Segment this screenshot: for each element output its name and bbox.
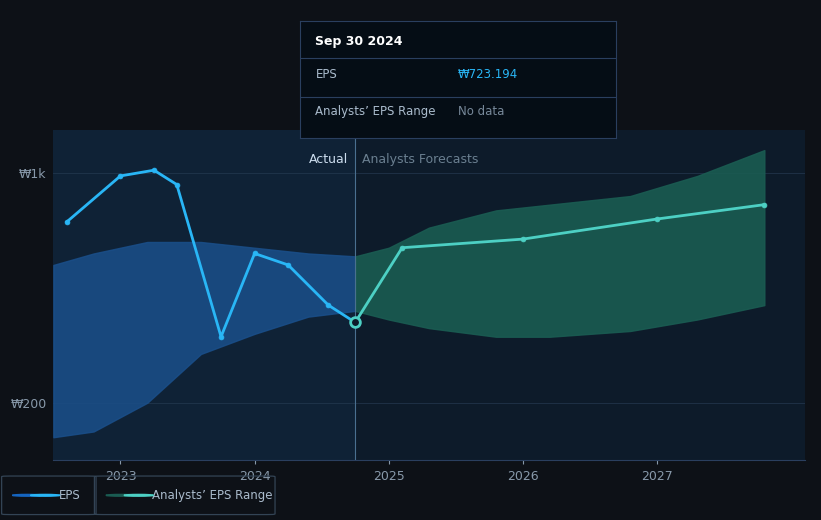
Circle shape bbox=[106, 495, 135, 496]
Text: ₩723.194: ₩723.194 bbox=[458, 68, 518, 81]
Text: Analysts’ EPS Range: Analysts’ EPS Range bbox=[315, 105, 436, 118]
Circle shape bbox=[30, 495, 60, 496]
Circle shape bbox=[124, 495, 154, 496]
Text: EPS: EPS bbox=[315, 68, 337, 81]
Text: Analysts Forecasts: Analysts Forecasts bbox=[362, 153, 479, 166]
Text: No data: No data bbox=[458, 105, 504, 118]
Text: Analysts’ EPS Range: Analysts’ EPS Range bbox=[152, 489, 273, 502]
Bar bbox=[53, 130, 355, 460]
Text: EPS: EPS bbox=[59, 489, 80, 502]
Circle shape bbox=[12, 495, 42, 496]
Text: Actual: Actual bbox=[310, 153, 348, 166]
Text: Sep 30 2024: Sep 30 2024 bbox=[315, 35, 403, 48]
